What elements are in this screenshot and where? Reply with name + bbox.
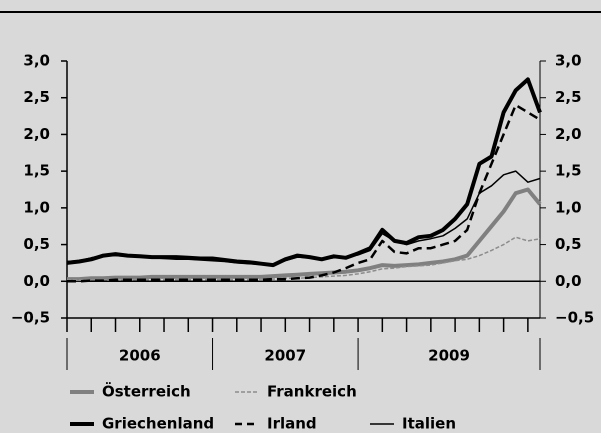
y-tick-label: 3,0 xyxy=(23,52,50,70)
series-line xyxy=(67,187,542,282)
year-label: 2007 xyxy=(264,347,306,365)
year-label: 2009 xyxy=(428,347,470,365)
y2-tick-label: 1,5 xyxy=(555,162,582,180)
y-tick-label: 1,0 xyxy=(23,198,50,216)
y2-tick-label: 3,0 xyxy=(555,52,582,70)
y-tick-label: 2,0 xyxy=(23,125,50,143)
legend-label: Italien xyxy=(402,415,456,433)
series-line xyxy=(66,170,541,266)
y2-tick-label: 0,0 xyxy=(555,272,582,290)
y-tick-label: 0,5 xyxy=(23,235,50,253)
y2-tick-label: −0,5 xyxy=(555,309,594,327)
y-tick-label: −0,5 xyxy=(11,309,50,327)
y2-tick-label: 2,0 xyxy=(555,125,582,143)
y2-tick-label: 0,5 xyxy=(555,235,582,253)
series-line xyxy=(67,103,541,283)
legend-label: Österreich xyxy=(102,382,191,401)
legend-label: Irland xyxy=(267,415,317,433)
y-tick-label: 0,0 xyxy=(23,272,50,290)
year-label: 2006 xyxy=(119,347,161,365)
y2-tick-label: 1,0 xyxy=(555,198,582,216)
y-tick-label: 2,5 xyxy=(23,88,50,106)
y2-tick-label: 2,5 xyxy=(555,88,582,106)
legend-label: Griechenland xyxy=(102,415,214,433)
legend-label: Frankreich xyxy=(267,383,357,401)
y-tick-label: 1,5 xyxy=(23,162,50,180)
